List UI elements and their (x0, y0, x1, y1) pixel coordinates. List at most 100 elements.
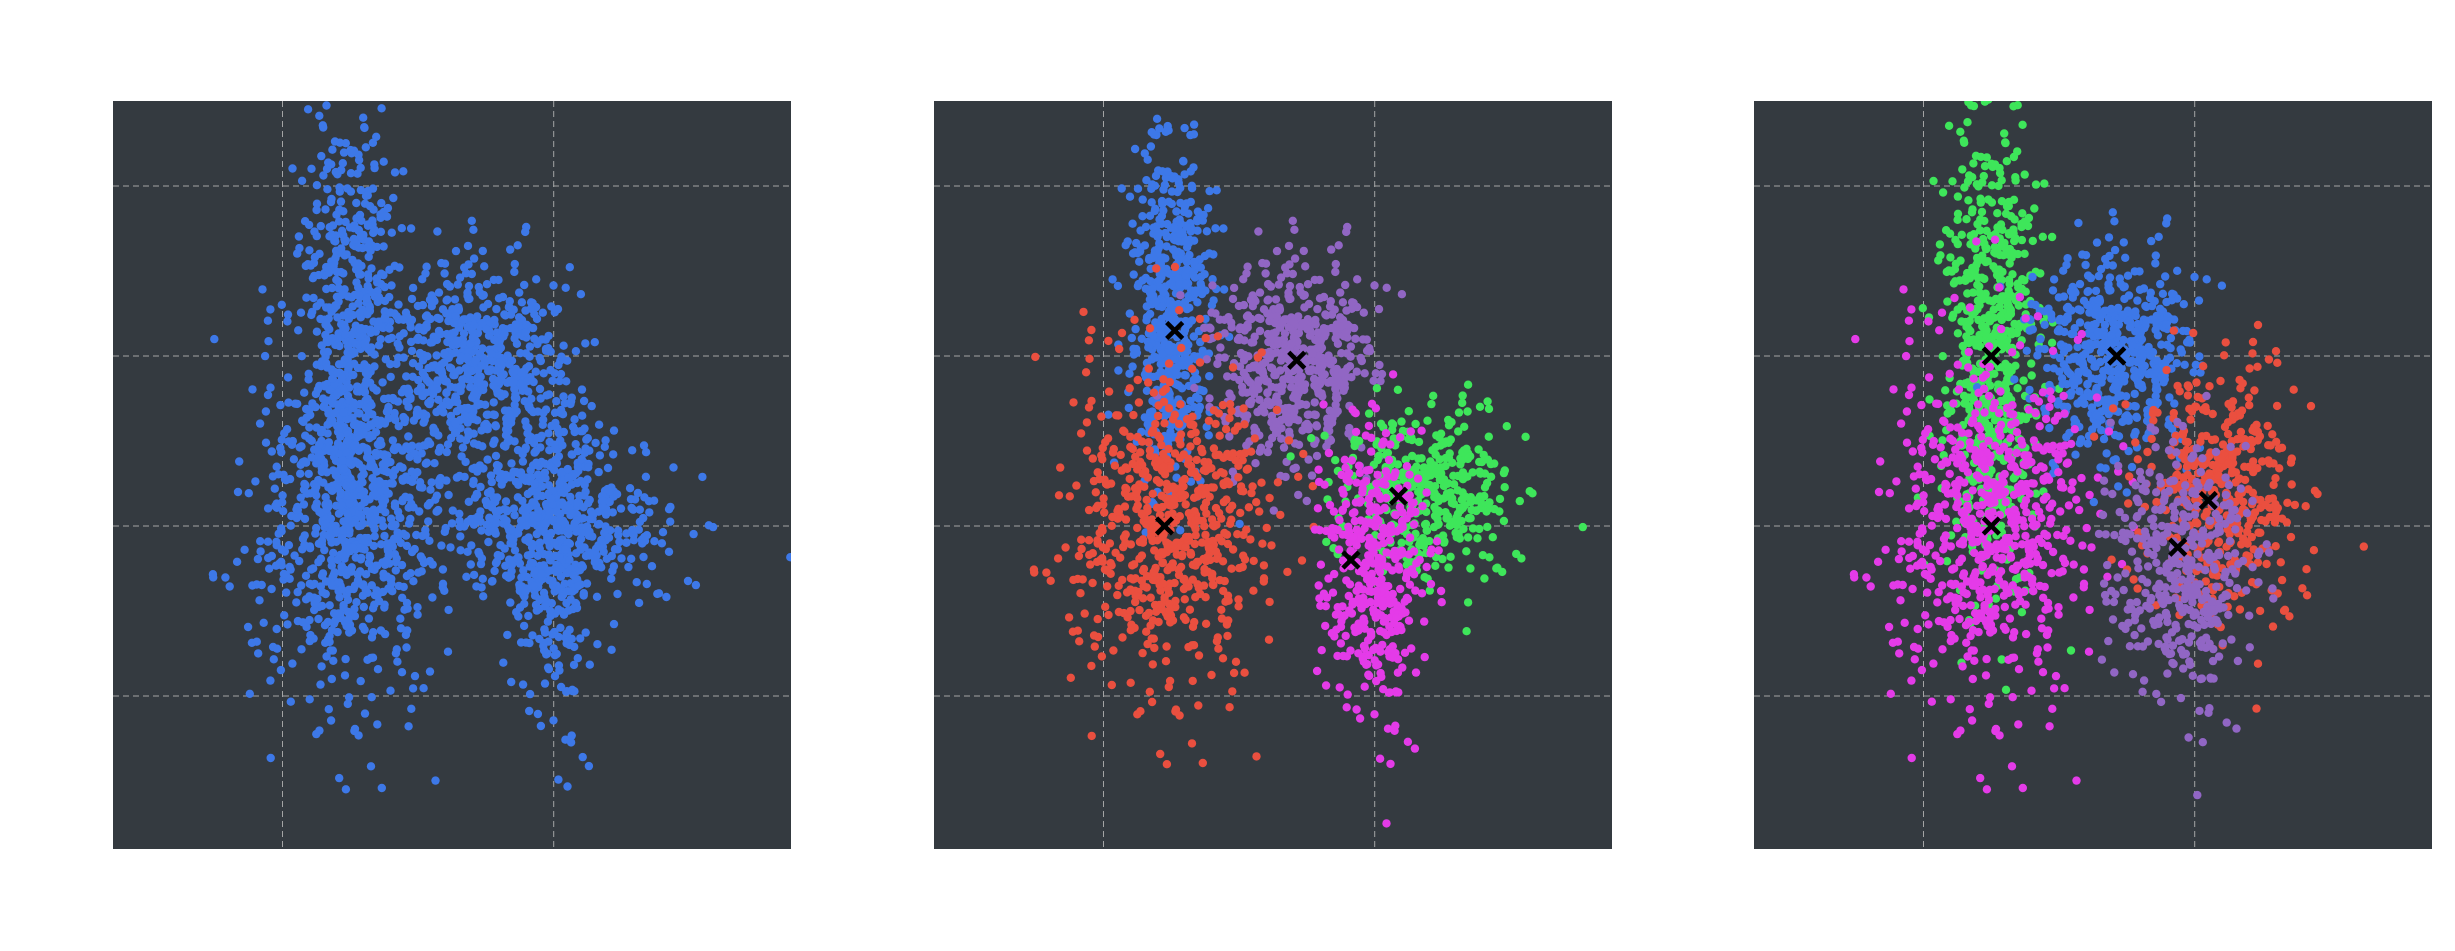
data-point (1276, 366, 1285, 375)
data-point (549, 281, 558, 290)
data-point (400, 414, 410, 424)
data-point (392, 312, 402, 321)
data-point (578, 411, 587, 420)
data-point (1258, 258, 1267, 268)
data-point (1199, 386, 1208, 396)
data-point (340, 671, 350, 680)
data-point (283, 310, 293, 319)
data-point (1350, 508, 1359, 517)
data-point (591, 438, 600, 448)
data-point (408, 684, 418, 693)
data-point (1265, 597, 1274, 607)
data-point (545, 437, 554, 447)
data-point (1228, 467, 1238, 476)
data-point (578, 752, 587, 762)
data-point (1194, 651, 1204, 660)
data-point (1478, 551, 1488, 560)
data-point (1175, 280, 1184, 289)
data-point (401, 531, 411, 540)
data-point (1081, 368, 1091, 377)
data-point (292, 505, 301, 514)
data-point (1228, 687, 1237, 696)
data-point (492, 519, 501, 528)
data-point (1082, 446, 1092, 455)
data-point (477, 526, 486, 535)
data-point (327, 538, 336, 547)
data-point (1211, 309, 1220, 318)
data-point (1181, 371, 1190, 380)
data-point (371, 428, 381, 437)
data-point (343, 391, 353, 401)
data-point (533, 513, 543, 522)
data-point (1169, 484, 1179, 494)
data-point (1460, 501, 1470, 510)
data-point (1144, 378, 1153, 387)
data-point (1191, 593, 1200, 602)
data-point (402, 643, 411, 652)
data-point (380, 496, 390, 505)
data-point (554, 632, 563, 642)
data-point (601, 510, 611, 519)
data-point (1306, 366, 1315, 376)
data-point (334, 424, 344, 434)
data-point (1420, 573, 1429, 582)
data-point (456, 532, 465, 541)
data-point (438, 579, 448, 588)
data-point (297, 581, 306, 590)
data-point (1370, 281, 1379, 290)
data-point (1106, 558, 1115, 568)
data-point (1427, 399, 1436, 409)
data-point (377, 440, 386, 449)
data-point (394, 422, 403, 431)
data-point (1185, 303, 1194, 312)
data-point (1430, 488, 1439, 498)
data-point (1222, 620, 1232, 629)
data-point (604, 533, 614, 542)
data-point (1194, 394, 1203, 403)
data-point (509, 535, 518, 544)
data-point (342, 71, 350, 79)
data-point (302, 293, 311, 302)
data-point (1157, 211, 1167, 221)
data-point (408, 283, 418, 293)
data-point (260, 351, 270, 361)
data-point (523, 376, 532, 386)
data-point (368, 184, 378, 193)
data-point (425, 399, 434, 409)
data-point (276, 400, 285, 410)
data-point (419, 409, 428, 418)
data-point (1411, 464, 1420, 474)
data-point (1308, 349, 1317, 359)
data-point (338, 159, 347, 168)
data-point (1273, 478, 1283, 487)
data-point (356, 324, 365, 334)
data-point (1093, 614, 1102, 624)
data-point (464, 281, 474, 291)
data-point (533, 709, 543, 719)
data-point (1272, 428, 1282, 437)
data-point (1230, 426, 1240, 435)
data-point (315, 249, 324, 258)
data-point (1238, 456, 1247, 465)
data-point (1405, 580, 1415, 589)
data-point (478, 246, 487, 256)
data-point (385, 324, 394, 333)
data-point (1209, 250, 1218, 259)
data-point (302, 489, 312, 498)
data-point (422, 376, 432, 385)
data-point (499, 441, 509, 450)
data-point (518, 457, 528, 466)
data-point (603, 463, 613, 473)
data-point (1104, 387, 1114, 396)
data-point (1453, 486, 1462, 495)
data-point (369, 205, 378, 214)
data-point (360, 360, 369, 369)
data-point (1405, 470, 1414, 479)
data-point (471, 356, 480, 366)
data-point (407, 346, 417, 356)
data-point (301, 261, 310, 271)
data-point (337, 501, 346, 510)
data-point (235, 457, 244, 466)
data-point (1200, 522, 1209, 531)
data-point (1272, 405, 1282, 415)
